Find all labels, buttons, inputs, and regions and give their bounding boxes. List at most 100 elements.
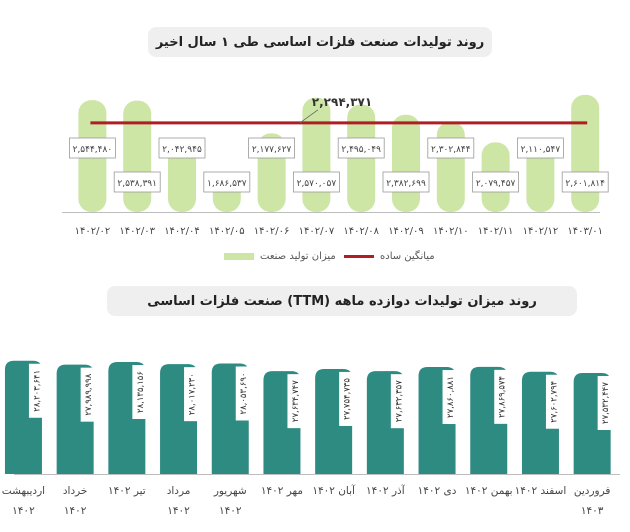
chart2-x-tick: خرداد xyxy=(63,485,88,497)
chart2-x-tick: دی ۱۴۰۲ xyxy=(418,485,457,497)
chart1-x-tick: ۱۴۰۲/۱۱ xyxy=(478,226,514,237)
chart1-x-tick: ۱۴۰۲/۱۰ xyxy=(433,226,469,237)
chart1-value-label: ۲,۴۹۵,۰۴۹ xyxy=(341,145,381,155)
chart2-x-tick: آذر ۱۴۰۲ xyxy=(366,484,406,497)
chart1-title: روند تولیدات صنعت فلزات اساسی طی ۱ سال ا… xyxy=(148,27,492,57)
chart2-x-tick: مرداد xyxy=(167,485,191,497)
chart1-value-label: ۲,۵۳۸,۳۹۱ xyxy=(117,179,157,189)
chart1-bar xyxy=(392,114,420,212)
chart1-value-labels: ۲,۵۴۴,۴۸۰ ۲,۵۳۸,۳۹۱ ۲,۰۴۲,۹۴۵ ۱,۶۸۶,۵۳۷ ۲,۱۷… xyxy=(69,137,609,193)
chart1-value-label-box xyxy=(69,137,116,159)
chart2-value-label: ۲۸,۱۳۵,۱۵۶ xyxy=(136,371,146,413)
chart2-x-tick: مهر ۱۴۰۲ xyxy=(261,485,303,497)
chart1-average-line: ۲,۲۹۴,۳۷۱ xyxy=(90,95,588,125)
chart1-value-label: ۲,۱۱۰,۵۴۷ xyxy=(521,145,561,155)
chart2-value-label-box xyxy=(235,366,251,421)
chart2-value-label: ۲۷,۶۳۴,۷۴۷ xyxy=(291,380,301,422)
chart2-value-label-box xyxy=(339,371,355,426)
chart2-value-label-box xyxy=(184,367,200,422)
legend-line-entry: میانگین ساده xyxy=(344,251,435,262)
chart2-x-tick-year: ۱۴۰۲ xyxy=(167,505,190,517)
chart2-value-label: ۲۸,۰۱۷,۲۳۰ xyxy=(188,373,198,415)
chart1-x-ticks: ۱۴۰۲/۰۲ ۱۴۰۲/۰۳ ۱۴۰۲/۰۴ ۱۴۰۲/۰۵ ۱۴۰۲/۰۶ ۱۴۰۲/… xyxy=(75,226,603,237)
chart1-value-label-box xyxy=(248,137,296,159)
chart1-x-tick: ۱۴۰۲/۰۸ xyxy=(343,226,379,237)
chart1-bar xyxy=(123,100,152,212)
legend-line-label: میانگین ساده xyxy=(380,251,435,262)
chart1-x-tick: ۱۴۰۲/۰۹ xyxy=(388,226,424,237)
chart1-value-label-box xyxy=(113,171,161,193)
legend-line-swatch xyxy=(344,255,374,258)
chart2-value-label-box xyxy=(132,365,148,420)
chart1-value-label: ۲,۳۰۲,۸۴۴ xyxy=(431,145,471,155)
chart1-value-label: ۲,۵۷۰,۰۵۷ xyxy=(297,179,337,189)
chart2-value-label-box xyxy=(287,374,303,429)
chart2-value-label-box xyxy=(494,369,510,424)
chart1-value-label-box xyxy=(382,171,430,193)
legend-bar-entry: میزان تولید صنعت xyxy=(224,251,336,262)
chart1-bar xyxy=(436,122,465,212)
chart2-value-label-box xyxy=(28,363,44,418)
chart2-value-label-box xyxy=(80,367,96,422)
chart2-value-label: ۲۷,۸۶۰,۸۸۱ xyxy=(446,376,456,418)
chart2-value-label: ۲۷,۶۰۲,۷۹۴ xyxy=(549,381,559,423)
chart1-x-tick: ۱۴۰۲/۰۳ xyxy=(119,226,155,237)
chart2-x-tick: شهریور xyxy=(213,485,247,497)
chart2-x-tick-year: ۱۴۰۲ xyxy=(219,505,242,517)
chart1-value-label: ۲,۰۷۹,۴۵۷ xyxy=(476,179,516,189)
chart2-x-tick: اردیبهشت xyxy=(2,485,45,497)
chart1-x-tick: ۱۴۰۲/۰۴ xyxy=(164,226,200,237)
chart2-value-label-box xyxy=(545,374,561,429)
chart2-x-tick: بهمن ۱۴۰۲ xyxy=(465,485,513,497)
chart1-value-label-box xyxy=(292,171,340,193)
chart1-value-label-box xyxy=(203,171,251,193)
chart1-value-label: ۲,۰۴۲,۹۴۵ xyxy=(162,145,202,155)
chart1-value-label: ۲,۵۴۴,۴۸۰ xyxy=(73,145,113,155)
chart1-value-label: ۱,۶۸۶,۵۳۷ xyxy=(207,179,247,189)
chart1-value-label-box xyxy=(427,137,475,159)
chart1-bar xyxy=(571,94,600,212)
chart2-value-label-box xyxy=(442,370,458,425)
chart1-value-label-box xyxy=(158,137,206,159)
chart1-value-label-box xyxy=(337,137,385,159)
chart2-value-label: ۲۸,۲۰۳,۶۴۱ xyxy=(32,370,42,412)
chart1-value-label-box xyxy=(472,171,520,193)
chart2-x-tick-year: ۱۴۰۳ xyxy=(581,505,604,517)
chart2-bars xyxy=(4,360,620,475)
chart2-x-tick: اسفند ۱۴۰۲ xyxy=(515,485,567,497)
chart2-value-label: ۲۷,۵۳۲,۴۴۷ xyxy=(601,382,611,424)
chart1-x-tick: ۱۴۰۲/۰۲ xyxy=(75,226,111,237)
chart1-x-tick: ۱۴۰۲/۱۲ xyxy=(523,226,559,237)
chart2-value-label: ۲۷,۸۶۹,۵۷۴ xyxy=(498,376,508,418)
chart2-x-tick: فروردین xyxy=(574,485,611,497)
chart1-bar xyxy=(168,145,196,212)
chart1-bar xyxy=(302,97,331,212)
chart2-value-label-box xyxy=(597,376,613,431)
chart1-value-label-box xyxy=(517,137,564,159)
chart1-x-tick: ۱۴۰۳/۰۱ xyxy=(567,226,603,237)
chart2-value-label: ۲۸,۰۵۳,۶۹۰ xyxy=(239,373,249,415)
chart2-value-labels: ۲۷,۵۳۲,۴۴۷ ۲۷,۶۰۲,۷۹۴ ۲۷,۸۶۹,۵۷۴ ۲۷,۸۶۰,۸۸۱… xyxy=(28,363,613,431)
chart1-x-tick: ۱۴۰۲/۰۶ xyxy=(254,226,290,237)
chart2-title: روند میزان تولیدات دوازده ماهه (TTM) صنع… xyxy=(107,286,577,316)
chart1-value-label: ۲,۳۸۲,۶۹۹ xyxy=(386,179,426,189)
chart2-value-label-box xyxy=(390,374,406,429)
chart2-x-tick: تیر ۱۴۰۲ xyxy=(108,485,146,497)
chart1-x-tick: ۱۴۰۲/۰۵ xyxy=(209,226,245,237)
chart2-x-tick-year: ۱۴۰۲ xyxy=(12,505,35,517)
chart1-value-label: ۲,۶۰۱,۸۱۴ xyxy=(565,179,605,189)
chart2-x-tick-year: ۱۴۰۲ xyxy=(64,505,87,517)
chart1-x-tick: ۱۴۰۲/۰۷ xyxy=(299,226,335,237)
chart2-value-label: ۲۷,۹۸۹,۹۹۸ xyxy=(84,373,94,415)
chart2-value-label: ۲۷,۷۵۴,۷۳۵ xyxy=(343,378,353,420)
chart1-value-label: ۲,۱۷۷,۶۲۷ xyxy=(252,145,292,155)
chart2-value-label: ۲۷,۶۳۲,۳۵۷ xyxy=(394,380,404,422)
chart2-x-tick: آبان ۱۴۰۲ xyxy=(312,484,356,497)
legend-bar-swatch xyxy=(224,253,254,260)
legend-bar-label: میزان تولید صنعت xyxy=(260,251,336,262)
chart1-average-leader xyxy=(299,109,319,124)
chart1-value-label-box xyxy=(561,171,609,193)
chart1-average-label: ۲,۲۹۴,۳۷۱ xyxy=(312,95,372,109)
